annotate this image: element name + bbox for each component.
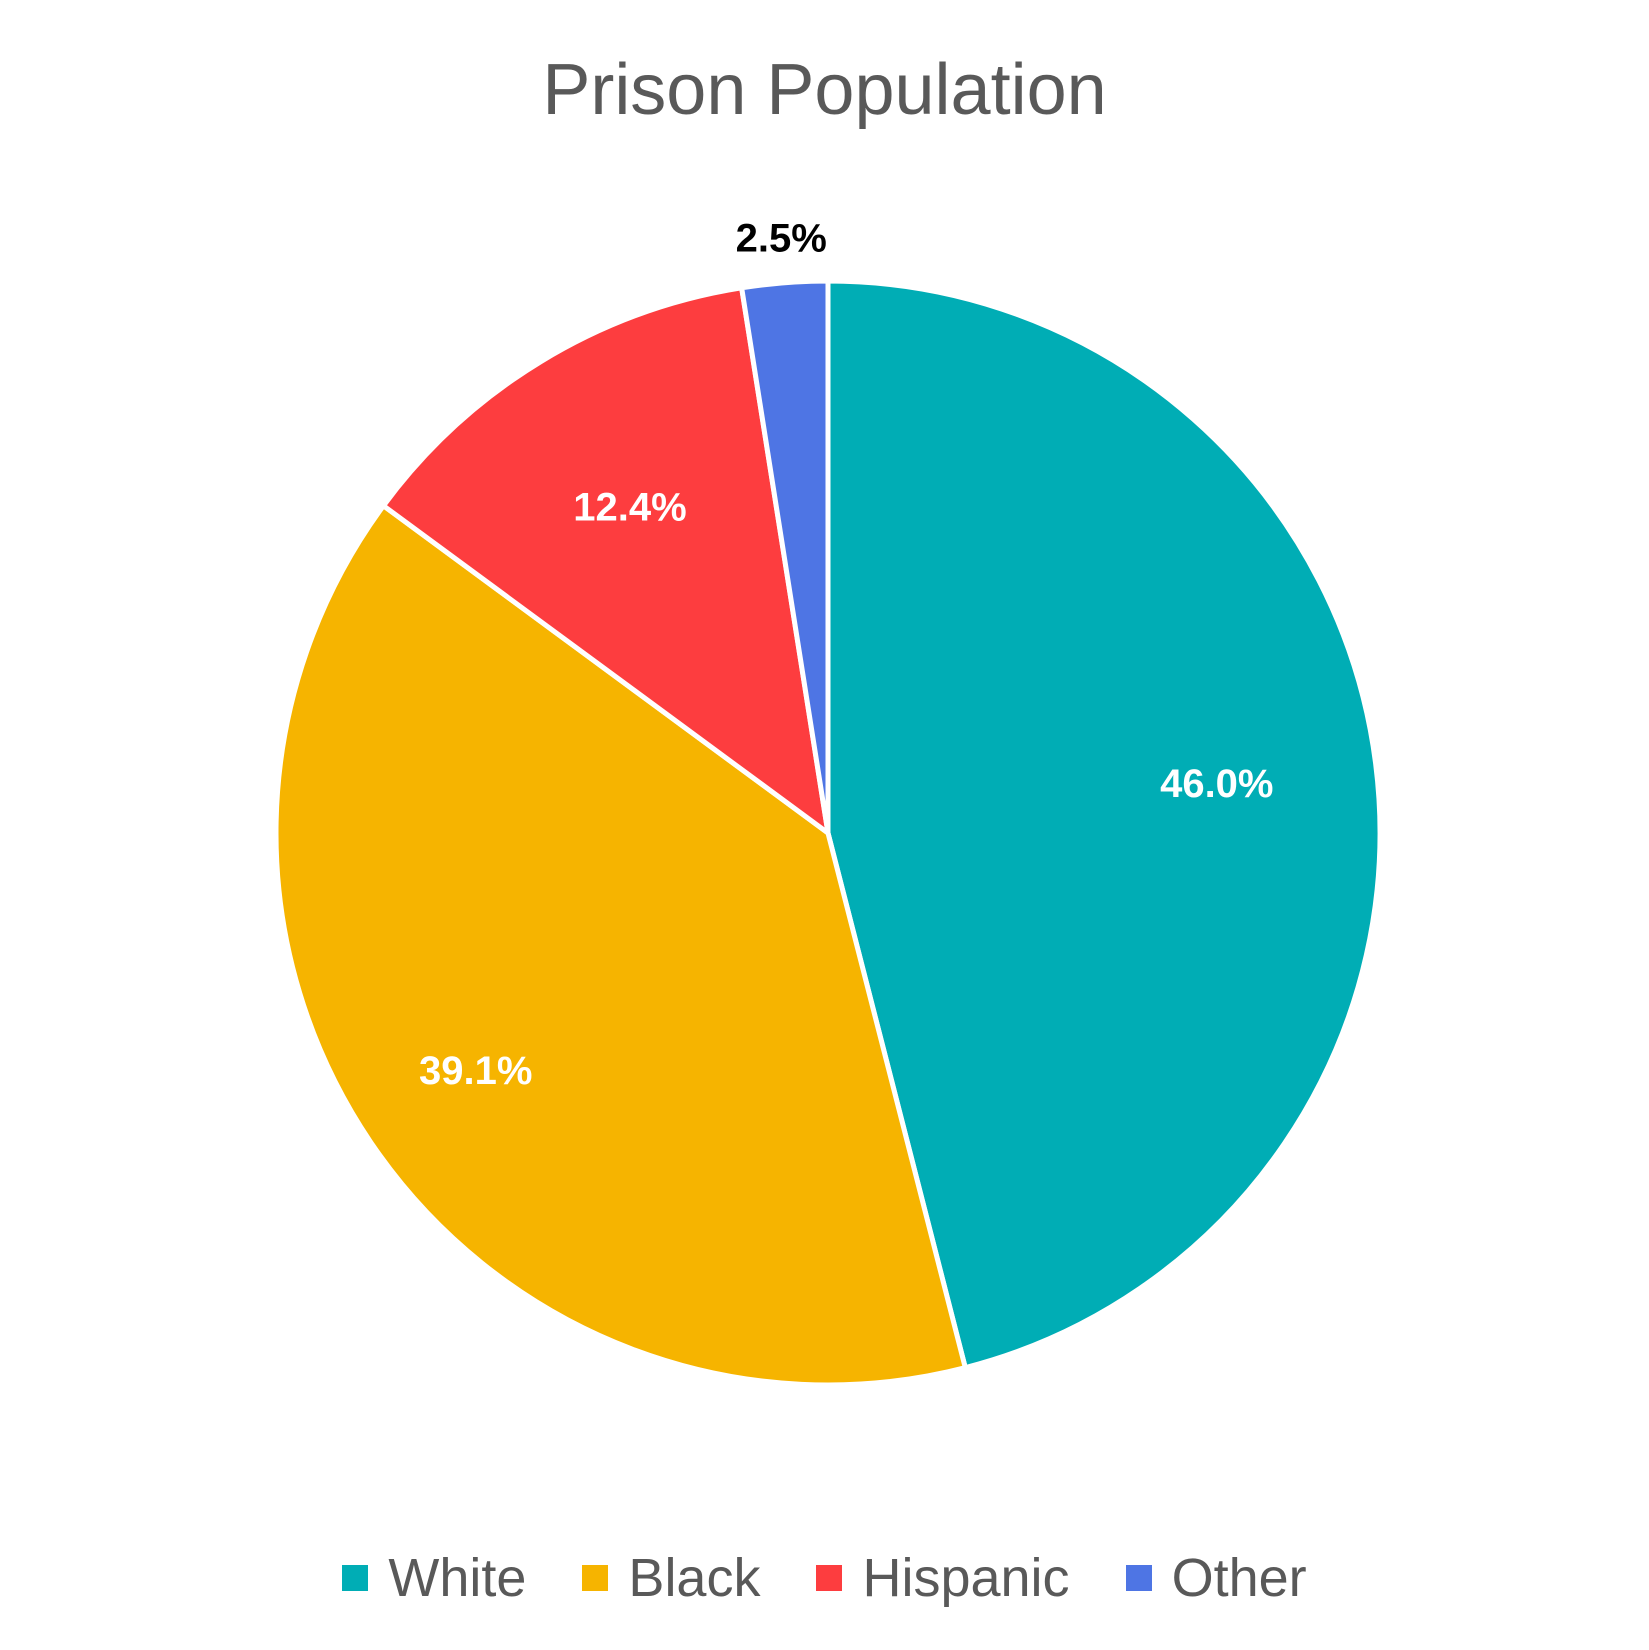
chart-title: Prison Population — [542, 50, 1107, 130]
data-label-other: 2.5% — [736, 217, 827, 261]
pie-data-labels: 46.0% 39.1% 12.4% 2.5% — [419, 217, 1274, 1093]
legend-label: White — [388, 1548, 527, 1608]
pie-slice-black — [273, 503, 968, 1388]
data-label-white: 46.0% — [1160, 762, 1273, 806]
pie-slice-other — [739, 278, 831, 836]
legend-swatch — [582, 1565, 609, 1591]
legend-item-white: White — [342, 1548, 526, 1608]
data-label-hispanic: 12.4% — [573, 486, 686, 530]
legend-item-hispanic: Hispanic — [816, 1548, 1070, 1608]
legend-swatch — [1125, 1565, 1152, 1591]
data-label-black: 39.1% — [419, 1049, 532, 1093]
legend-item-black: Black — [582, 1548, 760, 1608]
pie-slice-white — [825, 278, 1383, 1371]
pie-slice-hispanic — [380, 285, 831, 836]
legend-swatch — [816, 1565, 843, 1591]
legend-item-other: Other — [1125, 1548, 1307, 1608]
legend-label: Other — [1171, 1548, 1307, 1608]
pie-slices — [273, 278, 1383, 1388]
legend-label: Hispanic — [862, 1548, 1070, 1608]
legend: White Black Hispanic Other — [0, 1538, 1649, 1618]
legend-label: Black — [628, 1548, 761, 1608]
legend-swatch — [342, 1565, 369, 1591]
